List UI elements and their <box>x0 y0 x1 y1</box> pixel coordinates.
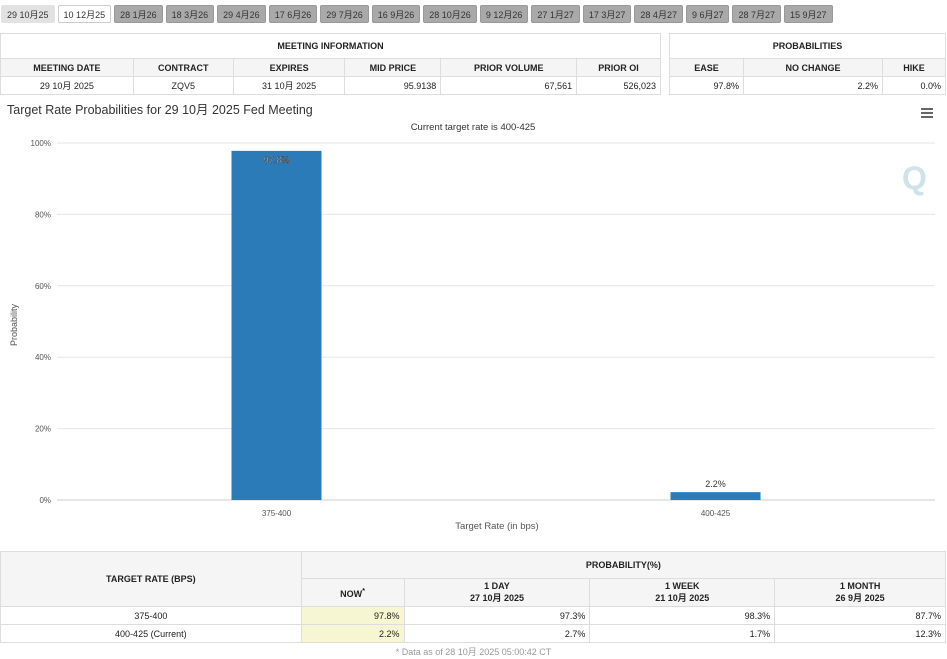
history-value-cell: 97.3% <box>403 606 591 625</box>
meeting-tab[interactable]: 29 10月25 <box>1 5 55 23</box>
data-timestamp-footnote: * Data as of 28 10月 2025 05:00:42 CT <box>395 647 552 657</box>
now-asterisk: * <box>362 586 366 595</box>
target-rate-header: TARGET RATE (BPS) <box>0 551 302 607</box>
meeting-info-value: ZQV5 <box>132 76 234 95</box>
bar[interactable] <box>670 492 761 500</box>
y-tick-label: 20% <box>35 425 51 434</box>
probability-chart: Target Rate Probabilities for 29 10月 202… <box>7 103 935 532</box>
meeting-tab[interactable]: 10 12月25 <box>57 5 112 23</box>
meeting-tab[interactable]: 29 7月26 <box>320 5 369 23</box>
meeting-info-value: 526,023 <box>576 76 661 95</box>
probability-value: 0.0% <box>882 76 946 95</box>
period-label: 1 DAY <box>484 581 510 591</box>
meeting-info-value: 29 10月 2025 <box>0 76 134 95</box>
meeting-tab[interactable]: 9 6月27 <box>685 5 730 23</box>
meeting-tabs: 29 10月25 10 12月25 28 1月26 18 3月26 29 4月26 17 … <box>1 5 833 23</box>
y-tick-label: 60% <box>35 282 51 291</box>
history-value-cell: 87.7% <box>774 606 946 625</box>
meeting-info-value: 67,561 <box>440 76 578 95</box>
meeting-tab[interactable]: 9 12月26 <box>479 5 529 23</box>
history-value-cell: 2.7% <box>403 624 591 643</box>
now-label: NOW <box>340 589 363 599</box>
y-tick-label: 100% <box>31 139 51 148</box>
y-tick-label: 40% <box>35 353 51 362</box>
probabilities-col-header: EASE <box>669 58 744 77</box>
period-date: 21 10月 2025 <box>655 593 710 603</box>
meeting-tab[interactable]: 28 7月27 <box>732 5 782 23</box>
period-date: 26 9月 2025 <box>835 593 885 603</box>
period-header: 1 DAY 27 10月 2025 <box>403 578 591 607</box>
meeting-info-col-header: CONTRACT <box>132 58 234 77</box>
probabilities-col-header: HIKE <box>882 58 946 77</box>
probability-value: 2.2% <box>743 76 883 95</box>
now-value-cell: 2.2% <box>300 624 405 643</box>
probability-group-header: PROBABILITY(%) <box>300 551 947 579</box>
probabilities-col-header: NO CHANGE <box>743 58 883 77</box>
meeting-tab[interactable]: 17 6月26 <box>268 5 318 23</box>
target-rate-cell: 375-400 <box>0 606 302 625</box>
meeting-tab[interactable]: 28 1月26 <box>114 5 163 23</box>
history-value-cell: 12.3% <box>774 624 946 643</box>
meeting-info-col-header: MEETING DATE <box>0 58 134 77</box>
period-header: 1 MONTH 26 9月 2025 <box>774 578 946 607</box>
y-tick-label: 0% <box>39 496 51 505</box>
meeting-info-table: MEETING INFORMATION MEETING DATE CONTRACT… <box>0 33 661 95</box>
period-header: 1 WEEK 21 10月 2025 <box>589 578 776 607</box>
meeting-info-title: MEETING INFORMATION <box>0 33 661 59</box>
meeting-tab[interactable]: 16 9月26 <box>371 5 421 23</box>
meeting-info-value: 31 10月 2025 <box>232 76 346 95</box>
probabilities-table: PROBABILITIES EASE NO CHANGE HIKE 97.8% 2.2… <box>669 33 946 95</box>
x-axis-label: Target Rate (in bps) <box>455 521 538 532</box>
meeting-info-value: 95.9138 <box>344 76 442 95</box>
meeting-tab[interactable]: 28 10月26 <box>423 5 477 23</box>
meeting-info-col-header: MID PRICE <box>344 58 442 77</box>
chart-subtitle: Current target rate is 400-425 <box>411 122 536 133</box>
bar[interactable] <box>231 150 322 500</box>
period-date: 27 10月 2025 <box>469 593 524 603</box>
table-row: 375-400 97.8% 97.3% 98.3% 87.7% <box>0 606 946 625</box>
x-tick-label: 375-400 <box>262 509 292 518</box>
meeting-tab[interactable]: 17 3月27 <box>582 5 632 23</box>
meeting-tab[interactable]: 28 4月27 <box>634 5 683 23</box>
table-row: 400-425 (Current) 2.2% 2.7% 1.7% 12.3% <box>0 624 946 643</box>
period-label: 1 MONTH <box>839 581 881 591</box>
probability-history-table: TARGET RATE (BPS) PROBABILITY(%) NOW* 1 D… <box>0 551 947 643</box>
probabilities-title: PROBABILITIES <box>669 33 946 59</box>
meeting-tab[interactable]: 15 9月27 <box>784 5 833 23</box>
meeting-tab[interactable]: 27 1月27 <box>531 5 580 23</box>
x-tick-label: 400-425 <box>701 509 731 518</box>
chart-panel: Target Rate Probabilities for 29 10月 202… <box>0 97 947 547</box>
now-value-cell: 97.8% <box>300 606 405 625</box>
bar-data-label: 2.2% <box>705 479 726 489</box>
target-rate-cell: 400-425 (Current) <box>0 624 302 643</box>
y-axis-label: Probability <box>9 303 19 346</box>
history-value-cell: 1.7% <box>589 624 776 643</box>
meeting-info-col-header: PRIOR VOLUME <box>440 58 578 77</box>
chart-title: Target Rate Probabilities for 29 10月 202… <box>7 103 313 117</box>
meeting-info-col-header: EXPIRES <box>232 58 346 77</box>
probability-value: 97.8% <box>669 76 744 95</box>
meeting-tab[interactable]: 29 4月26 <box>217 5 266 23</box>
y-tick-label: 80% <box>35 210 51 219</box>
meeting-info-col-header: PRIOR OI <box>576 58 661 77</box>
period-label: 1 WEEK <box>665 581 700 591</box>
now-header: NOW* <box>300 578 405 607</box>
meeting-tab[interactable]: 18 3月26 <box>165 5 215 23</box>
bar-data-label: 97.8% <box>264 155 290 165</box>
watermark-q-logo: Q <box>902 160 927 196</box>
history-value-cell: 98.3% <box>589 606 776 625</box>
hamburger-icon[interactable] <box>921 108 933 118</box>
